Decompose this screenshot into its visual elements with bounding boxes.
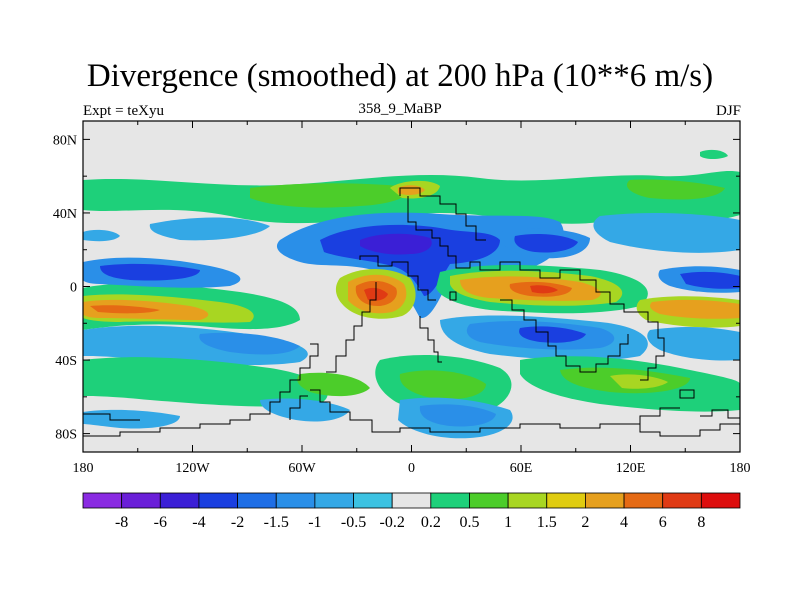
colorbar-swatch: [469, 492, 509, 509]
colorbar-label: 0.5: [459, 514, 479, 531]
lat-tick-label: 40S: [55, 354, 77, 369]
colorbar-swatch: [237, 492, 277, 509]
lon-tick-label: 180: [730, 461, 751, 476]
colorbar-label: -2: [231, 514, 244, 531]
longitude-tick-labels: 180 120W 60W 0 60E 120E 180: [73, 461, 751, 476]
colorbar-label: -6: [154, 514, 167, 531]
colorbar-swatch: [275, 492, 316, 509]
coastline-outline: [83, 187, 740, 437]
axis-ticks: [82, 121, 741, 452]
divergence-contour-field: [83, 121, 740, 452]
colorbar-swatch: [391, 492, 432, 509]
lon-tick-label: 60E: [510, 461, 533, 476]
colorbar-label: -8: [115, 514, 128, 531]
lon-tick-label: 0: [408, 461, 415, 476]
colorbar-swatch: [430, 492, 470, 509]
colorbar-swatch: [662, 492, 702, 509]
lat-tick-label: 0: [70, 281, 77, 296]
colorbar-label: 1.5: [537, 514, 557, 531]
colorbar-swatch: [314, 492, 354, 509]
colorbar-labels: -8 -6 -4 -2 -1.5 -1 -0.5 -0.2 0.2 0.5 1 1.5 2 4 6 8: [115, 514, 705, 531]
colorbar-swatch: [585, 492, 625, 509]
colorbar-swatch: [82, 492, 123, 509]
colorbar-swatch: [198, 492, 238, 509]
colorbar-swatch: [159, 492, 200, 509]
colorbar-label: -0.5: [341, 514, 366, 531]
colorbar-label: -4: [192, 514, 205, 531]
colorbar-label: 8: [697, 514, 705, 531]
colorbar-swatch: [546, 492, 586, 509]
lat-tick-label: 80N: [53, 133, 77, 148]
colorbar-swatch: [353, 492, 393, 509]
colorbar-swatch: [623, 492, 664, 509]
lon-tick-label: 120E: [616, 461, 646, 476]
latitude-tick-labels: 80N 40N 0 40S 80S: [53, 133, 77, 442]
lon-tick-label: 60W: [288, 461, 316, 476]
colorbar-swatch: [121, 492, 161, 509]
period-label: 358_9_MaBP: [358, 101, 442, 117]
colorbar-label: 1: [504, 514, 512, 531]
colorbar-label: -0.2: [380, 514, 405, 531]
colorbar-label: 4: [620, 514, 628, 531]
colorbar-label: 0.2: [421, 514, 441, 531]
lon-tick-label: 120W: [175, 461, 210, 476]
experiment-label: Expt = teXyu: [83, 103, 164, 119]
season-label: DJF: [715, 103, 741, 119]
plot-title: Divergence (smoothed) at 200 hPa (10**6 …: [86, 58, 714, 94]
colorbar-label: 2: [581, 514, 589, 531]
colorbar-label: 6: [659, 514, 667, 531]
lat-tick-label: 40N: [53, 207, 77, 222]
colorbar-label: -1.5: [264, 514, 289, 531]
lon-tick-label: 180: [73, 461, 94, 476]
colorbar: [82, 492, 741, 509]
lat-tick-label: 80S: [55, 428, 77, 443]
colorbar-swatch: [700, 492, 741, 509]
colorbar-swatch: [507, 492, 548, 509]
colorbar-label: -1: [308, 514, 321, 531]
